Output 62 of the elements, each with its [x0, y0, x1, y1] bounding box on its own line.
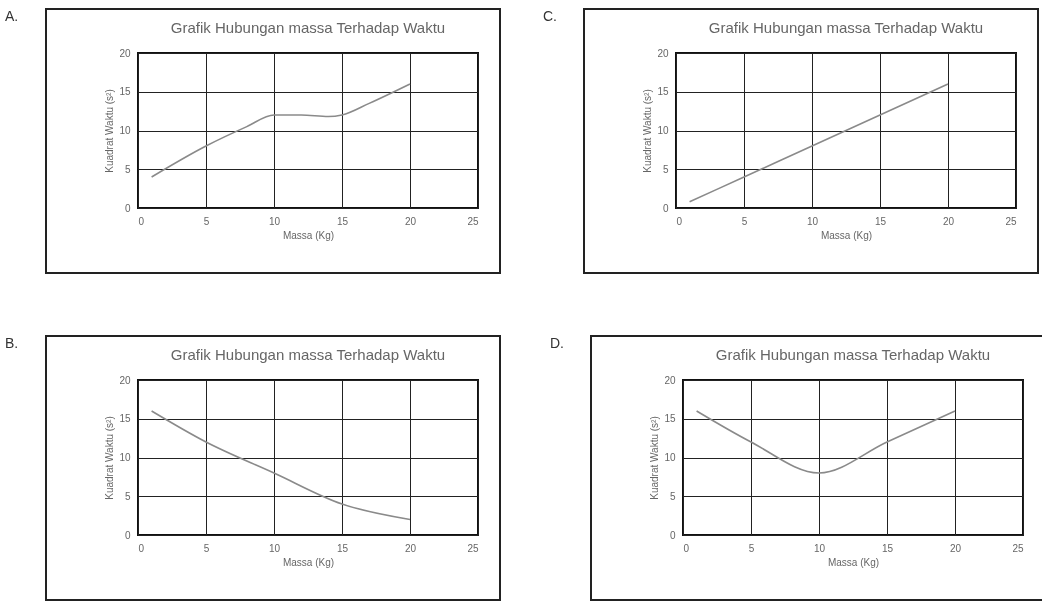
y-tick-label: 0 — [669, 529, 676, 541]
y-tick-label: 20 — [119, 47, 131, 59]
y-tick-label: 15 — [664, 413, 676, 425]
y-tick-label: 20 — [664, 374, 676, 386]
chart-title: Grafik Hubungan massa Terhadap Waktu — [715, 346, 991, 363]
line-series — [688, 83, 949, 203]
y-tick-label: 20 — [119, 374, 131, 386]
y-axis-title: Kuadrat Waktu (s²) — [642, 89, 654, 173]
y-tick-label: 10 — [119, 125, 131, 136]
y-tick-label: 20 — [657, 47, 669, 59]
chart-title: Grafik Hubungan massa Terhadap Waktu — [708, 19, 984, 36]
x-tick-label: 15 — [336, 542, 349, 554]
y-tick-label: 0 — [662, 202, 669, 214]
x-tick-label: 0 — [138, 215, 145, 227]
x-tick-label: 5 — [741, 215, 748, 227]
x-tick-label: 15 — [336, 215, 349, 227]
y-axis-title: Kuadrat Waktu (s²) — [104, 416, 116, 500]
x-tick-label: 10 — [813, 542, 826, 554]
line-series — [150, 410, 411, 521]
x-tick-label: 25 — [467, 215, 479, 227]
y-tick-label: 10 — [119, 452, 131, 463]
x-tick-label: 0 — [683, 542, 690, 554]
x-axis-title: Massa (Kg) — [282, 229, 335, 241]
x-tick-label: 10 — [268, 542, 281, 554]
y-tick-label: 15 — [119, 413, 131, 425]
y-tick-label: 5 — [124, 163, 131, 175]
x-tick-label: 25 — [467, 542, 479, 554]
x-tick-label: 10 — [806, 215, 819, 227]
y-tick-label: 5 — [669, 490, 676, 502]
chart-title: Grafik Hubungan massa Terhadap Waktu — [170, 19, 446, 36]
x-tick-label: 20 — [404, 215, 417, 227]
y-tick-label: 5 — [662, 163, 669, 175]
text: B. — [5, 335, 19, 351]
y-axis-title: Kuadrat Waktu (s²) — [104, 89, 116, 173]
x-tick-label: 5 — [203, 542, 210, 554]
x-tick-label: 20 — [404, 542, 417, 554]
x-axis-title: Massa (Kg) — [820, 229, 873, 241]
y-axis-title: Kuadrat Waktu (s²) — [649, 416, 661, 500]
x-tick-label: 20 — [942, 215, 955, 227]
text: C. — [543, 8, 557, 24]
x-tick-label: 15 — [874, 215, 887, 227]
x-tick-label: 5 — [748, 542, 755, 554]
x-tick-label: 0 — [138, 542, 145, 554]
y-tick-label: 10 — [657, 125, 669, 136]
line-series — [150, 83, 411, 178]
x-tick-label: 25 — [1005, 215, 1017, 227]
y-tick-label: 5 — [124, 490, 131, 502]
x-tick-label: 20 — [949, 542, 962, 554]
text: D. — [550, 335, 564, 351]
x-axis-title: Massa (Kg) — [282, 556, 335, 568]
x-tick-label: 10 — [268, 215, 281, 227]
x-tick-label: 5 — [203, 215, 210, 227]
y-tick-label: 0 — [124, 202, 131, 214]
text: A. — [5, 8, 19, 24]
x-tick-label: 15 — [881, 542, 894, 554]
y-tick-label: 0 — [124, 529, 131, 541]
y-tick-label: 15 — [657, 86, 669, 98]
x-axis-title: Massa (Kg) — [827, 556, 880, 568]
y-tick-label: 10 — [664, 452, 676, 463]
chart-title: Grafik Hubungan massa Terhadap Waktu — [170, 346, 446, 363]
x-tick-label: 25 — [1012, 542, 1024, 554]
y-tick-label: 15 — [119, 86, 131, 98]
